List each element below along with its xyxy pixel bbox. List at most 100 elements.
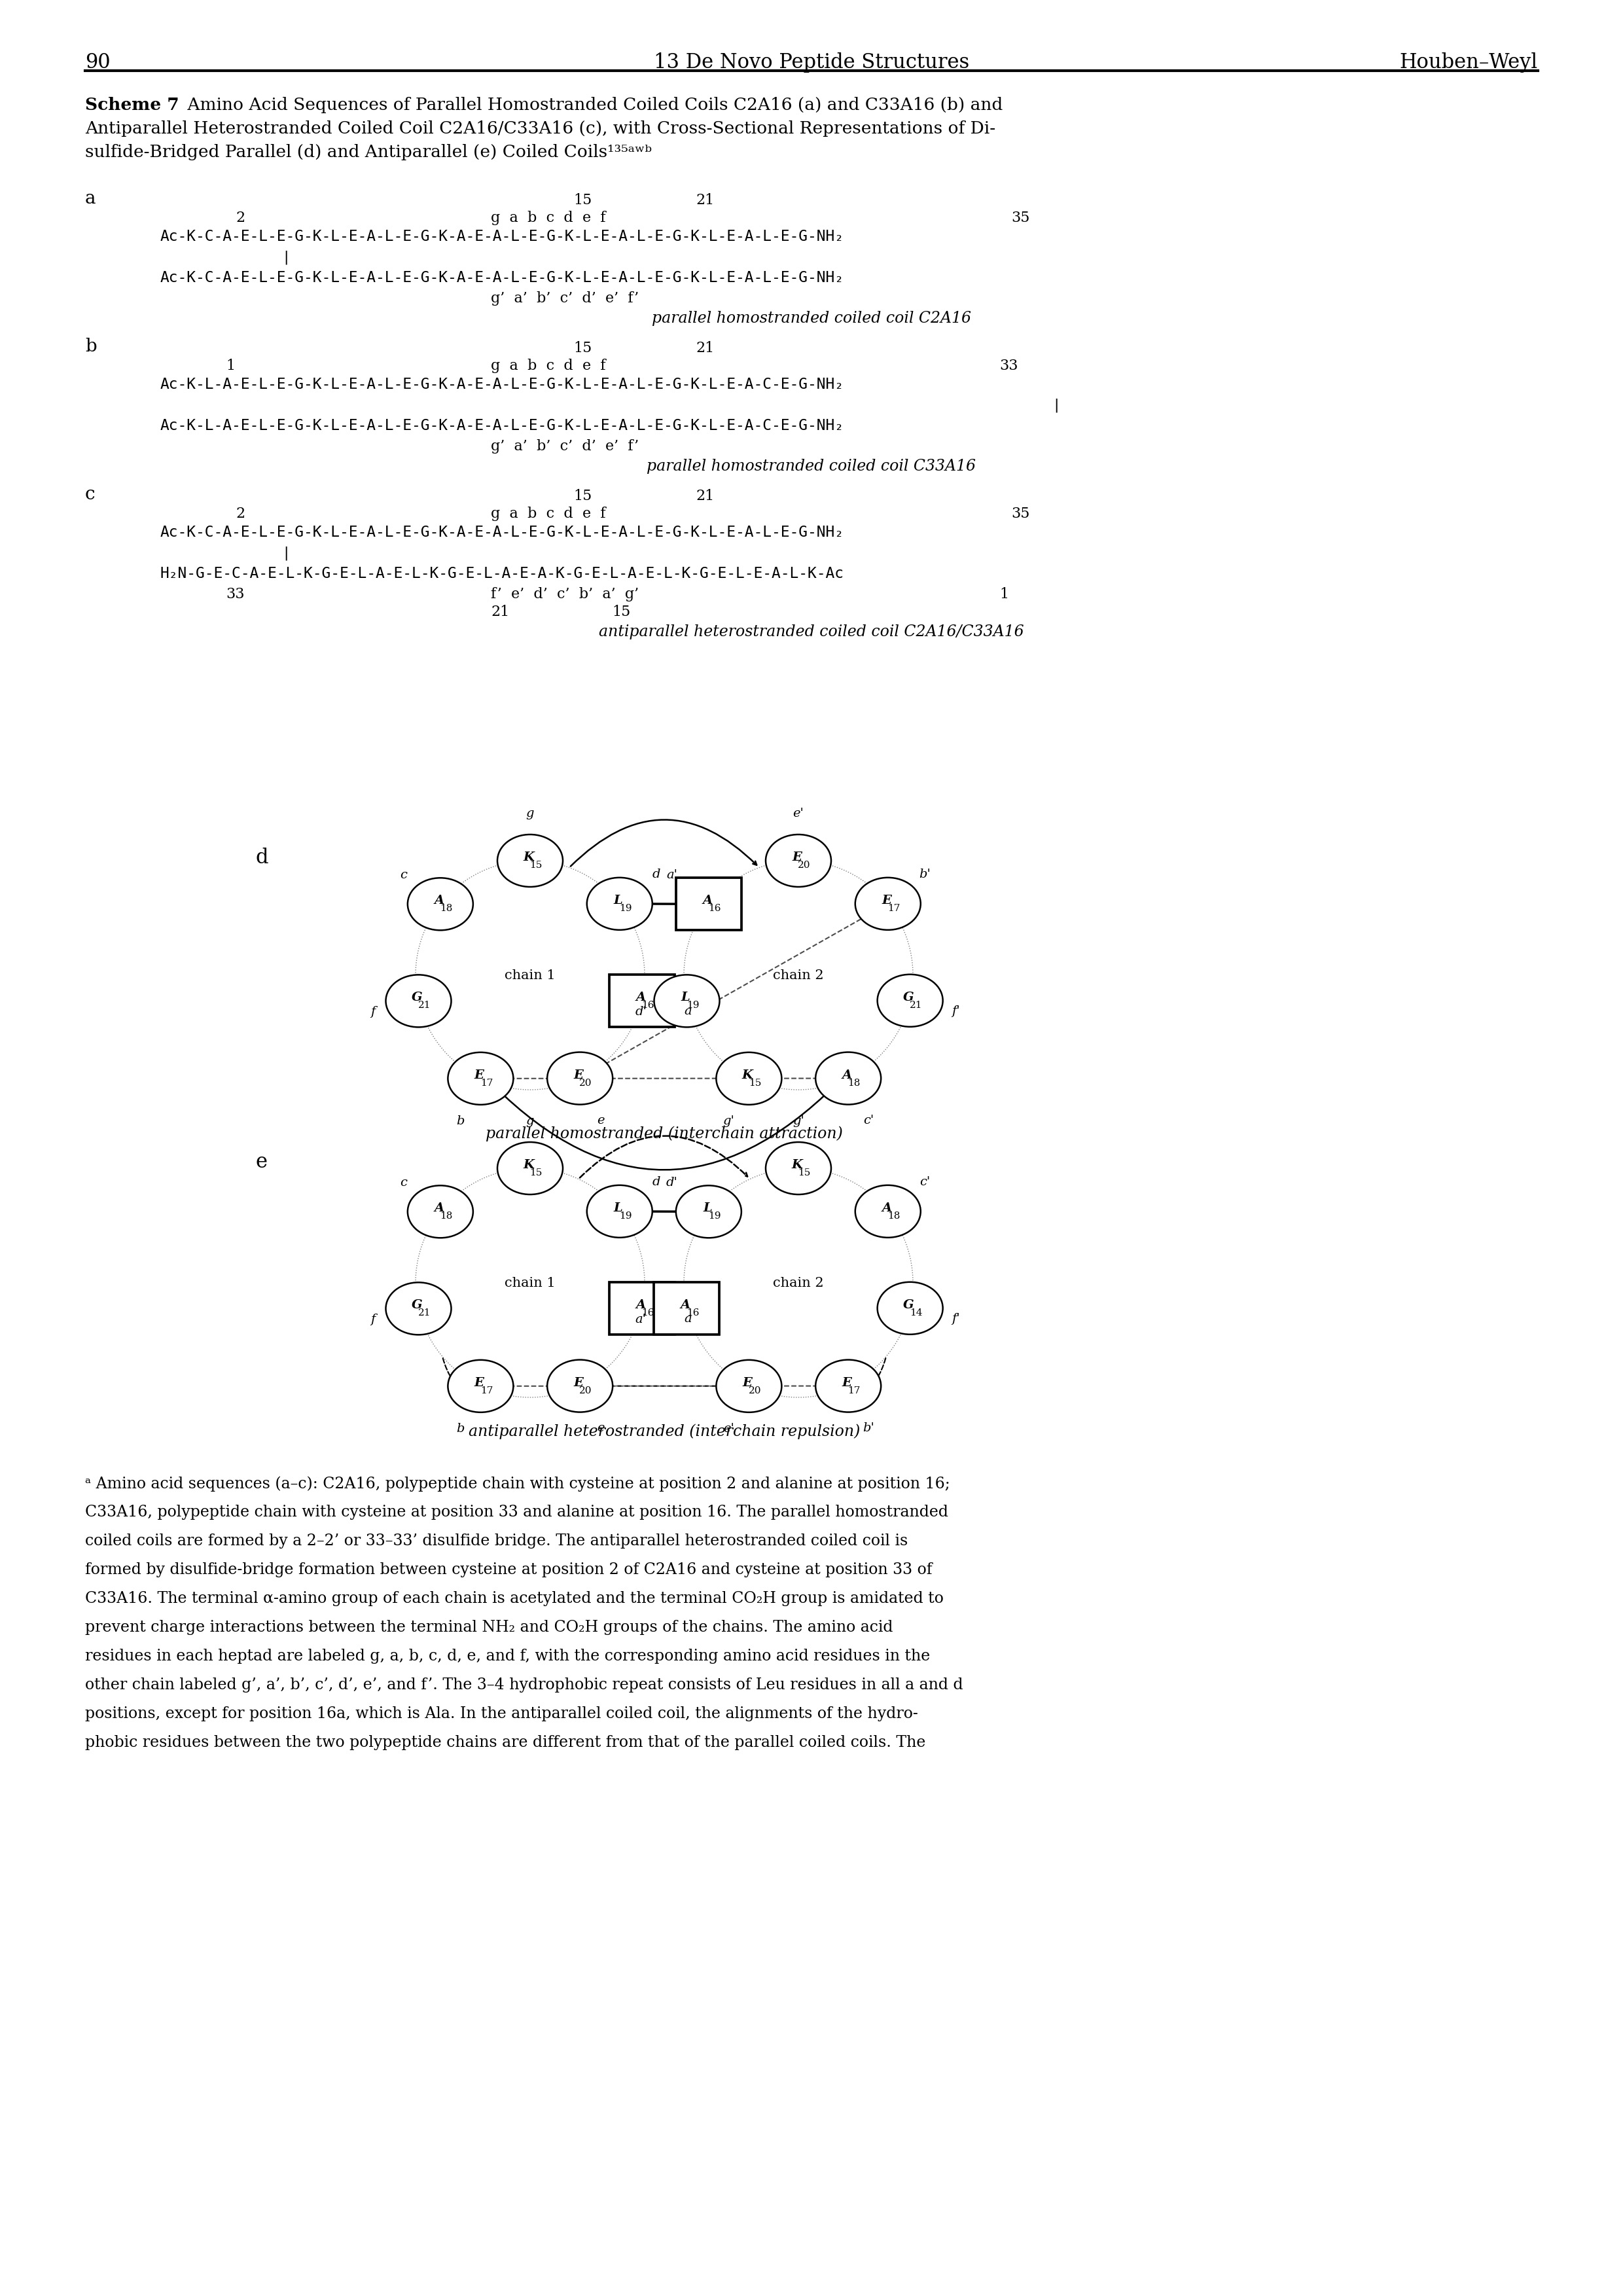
Text: E: E — [743, 1378, 753, 1389]
Text: 19: 19 — [618, 1212, 631, 1221]
Text: 15: 15 — [573, 193, 592, 207]
Text: d': d' — [635, 1006, 646, 1017]
Text: A: A — [680, 1300, 690, 1311]
Text: 16: 16 — [687, 1309, 700, 1318]
Text: 15: 15 — [573, 342, 592, 356]
Text: 15: 15 — [799, 1169, 810, 1178]
Text: sulfide-Bridged Parallel (d) and Antiparallel (e) Coiled Coils¹³⁵ᵃʷᵇ: sulfide-Bridged Parallel (d) and Antipar… — [84, 145, 652, 161]
Text: A: A — [636, 992, 646, 1003]
Ellipse shape — [716, 1359, 782, 1412]
Text: E: E — [842, 1378, 852, 1389]
Text: parallel homostranded coiled coil C2A16: parallel homostranded coiled coil C2A16 — [652, 310, 971, 326]
Ellipse shape — [675, 1185, 742, 1238]
Ellipse shape — [497, 1141, 563, 1194]
Text: b': b' — [919, 868, 930, 879]
Text: other chain labeled g’, a’, b’, c’, d’, e’, and f’. The 3–4 hydrophobic repeat c: other chain labeled g’, a’, b’, c’, d’, … — [84, 1678, 962, 1692]
Text: formed by disulfide-bridge formation between cysteine at position 2 of C2A16 and: formed by disulfide-bridge formation bet… — [84, 1561, 932, 1577]
Ellipse shape — [497, 833, 563, 886]
Text: g: g — [526, 1116, 534, 1127]
Text: a: a — [683, 1006, 691, 1017]
Text: e: e — [597, 1116, 604, 1127]
Text: 14: 14 — [909, 1309, 922, 1318]
Text: chain 1: chain 1 — [505, 969, 555, 980]
Text: 13 De Novo Peptide Structures: 13 De Novo Peptide Structures — [654, 53, 969, 73]
Text: parallel homostranded coiled coil C33A16: parallel homostranded coiled coil C33A16 — [648, 459, 975, 473]
Text: 20: 20 — [748, 1387, 761, 1396]
Text: 21: 21 — [696, 489, 714, 503]
FancyBboxPatch shape — [654, 1283, 719, 1334]
Text: 17: 17 — [480, 1387, 493, 1396]
Text: K: K — [523, 852, 534, 863]
Ellipse shape — [855, 877, 920, 930]
Text: coiled coils are formed by a 2–2’ or 33–33’ disulfide bridge. The antiparallel h: coiled coils are formed by a 2–2’ or 33–… — [84, 1534, 907, 1548]
Text: chain 2: chain 2 — [773, 1277, 824, 1288]
Text: Amino Acid Sequences of Parallel Homostranded Coiled Coils C2A16 (a) and C33A16 : Amino Acid Sequences of Parallel Homostr… — [182, 96, 1003, 113]
Text: A: A — [433, 1203, 445, 1215]
Text: parallel homostranded (interchain attraction): parallel homostranded (interchain attrac… — [485, 1125, 842, 1141]
Text: 21: 21 — [490, 604, 510, 620]
Text: L: L — [682, 992, 690, 1003]
Text: G: G — [412, 1300, 422, 1311]
Ellipse shape — [766, 833, 831, 886]
Text: positions, except for position 16a, which is Ala. In the antiparallel coiled coi: positions, except for position 16a, whic… — [84, 1706, 919, 1722]
Text: g’  a’  b’  c’  d’  e’  f’: g’ a’ b’ c’ d’ e’ f’ — [490, 439, 639, 455]
Text: 33: 33 — [226, 588, 245, 602]
Text: 18: 18 — [847, 1079, 860, 1088]
Text: C33A16. The terminal α-amino group of each chain is acetylated and the terminal : C33A16. The terminal α-amino group of ea… — [84, 1591, 943, 1607]
Text: G: G — [904, 1300, 914, 1311]
Ellipse shape — [815, 1052, 881, 1104]
Text: 20: 20 — [579, 1387, 592, 1396]
Text: 21: 21 — [696, 342, 714, 356]
Text: 90: 90 — [84, 53, 110, 73]
Text: 19: 19 — [687, 1001, 700, 1010]
Text: g': g' — [792, 1116, 805, 1127]
Ellipse shape — [547, 1359, 612, 1412]
Text: Scheme 7: Scheme 7 — [84, 96, 179, 113]
Text: e': e' — [722, 1424, 734, 1435]
Text: 35: 35 — [1011, 211, 1029, 225]
Text: 15: 15 — [529, 1169, 542, 1178]
Ellipse shape — [448, 1359, 513, 1412]
Text: chain 2: chain 2 — [773, 969, 824, 980]
Text: g': g' — [722, 1116, 735, 1127]
Text: E: E — [474, 1070, 484, 1081]
Ellipse shape — [386, 1283, 451, 1334]
Text: A: A — [881, 1203, 891, 1215]
Text: d: d — [652, 1176, 661, 1187]
Text: 17: 17 — [847, 1387, 860, 1396]
Text: 19: 19 — [618, 905, 631, 914]
Text: ᵃ Amino acid sequences (a–c): C2A16, polypeptide chain with cysteine at position: ᵃ Amino acid sequences (a–c): C2A16, pol… — [84, 1476, 949, 1492]
Text: L: L — [613, 895, 623, 907]
Text: Ac-K-C-A-E-L-E-G-K-L-E-A-L-E-G-K-A-E-A-L-E-G-K-L-E-A-L-E-G-K-L-E-A-L-E-G-NH₂: Ac-K-C-A-E-L-E-G-K-L-E-A-L-E-G-K-A-E-A-L… — [161, 271, 844, 285]
Text: 21: 21 — [696, 193, 714, 207]
Text: c: c — [399, 868, 407, 882]
Ellipse shape — [547, 1052, 612, 1104]
Ellipse shape — [407, 877, 472, 930]
Text: Ac-K-C-A-E-L-E-G-K-L-E-A-L-E-G-K-A-E-A-L-E-G-K-L-E-A-L-E-G-K-L-E-A-L-E-G-NH₂: Ac-K-C-A-E-L-E-G-K-L-E-A-L-E-G-K-A-E-A-L… — [161, 230, 844, 243]
Text: 19: 19 — [708, 1212, 721, 1221]
Text: a': a' — [665, 868, 677, 882]
Ellipse shape — [654, 976, 719, 1026]
Text: b: b — [84, 338, 97, 356]
Text: A: A — [703, 895, 712, 907]
Text: E: E — [792, 852, 802, 863]
Text: f: f — [370, 1313, 375, 1325]
Text: 20: 20 — [799, 861, 810, 870]
Text: 18: 18 — [888, 1212, 901, 1221]
Text: antiparallel heterostranded (interchain repulsion): antiparallel heterostranded (interchain … — [469, 1424, 860, 1440]
Text: L: L — [703, 1203, 712, 1215]
Text: a': a' — [635, 1313, 646, 1325]
Text: g  a  b  c  d  e  f: g a b c d e f — [490, 507, 605, 521]
Ellipse shape — [716, 1052, 782, 1104]
Text: 20: 20 — [579, 1079, 592, 1088]
Text: |: | — [1052, 400, 1060, 413]
Text: b: b — [456, 1424, 464, 1435]
Text: 15: 15 — [748, 1079, 761, 1088]
Text: L: L — [613, 1203, 623, 1215]
Text: a: a — [683, 1313, 691, 1325]
Text: c': c' — [863, 1116, 875, 1127]
Text: A: A — [433, 895, 445, 907]
Text: G: G — [412, 992, 422, 1003]
Text: 17: 17 — [888, 905, 901, 914]
Text: G: G — [904, 992, 914, 1003]
